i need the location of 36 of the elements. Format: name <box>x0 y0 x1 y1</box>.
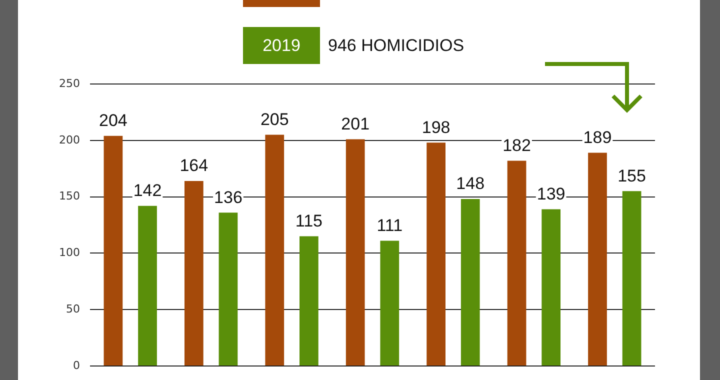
y-tick-label: 100 <box>59 246 80 260</box>
y-tick-label: 50 <box>66 302 80 316</box>
bar <box>380 240 400 366</box>
bar <box>184 181 204 366</box>
bar <box>426 142 446 366</box>
bar <box>542 209 561 366</box>
bar <box>346 139 365 366</box>
data-label: 198 <box>422 118 450 137</box>
bar <box>460 199 480 366</box>
data-label: 148 <box>456 174 485 194</box>
text: 946 HOMICIDIOS <box>328 36 464 56</box>
text: 2019 <box>243 27 320 64</box>
y-tick-label: 0 <box>73 358 80 372</box>
data-label: 205 <box>260 110 289 129</box>
data-label: 139 <box>536 184 566 204</box>
y-tick-label: 250 <box>59 76 80 90</box>
bar <box>218 212 238 366</box>
bar <box>104 136 123 366</box>
data-label: 164 <box>180 156 208 176</box>
data-label: 155 <box>618 166 646 186</box>
data-label: 111 <box>376 216 403 235</box>
data-label: 115 <box>295 211 322 230</box>
bar <box>138 206 157 366</box>
data-label: 182 <box>502 136 531 155</box>
y-tick-label: 200 <box>59 133 80 146</box>
data-label: 189 <box>583 128 612 147</box>
bar <box>622 191 642 366</box>
data-label: 204 <box>99 111 128 130</box>
y-tick-label: 150 <box>59 190 80 203</box>
data-label: 136 <box>214 188 242 207</box>
data-label: 201 <box>341 114 370 134</box>
bar <box>588 152 607 366</box>
bar <box>265 134 284 366</box>
bar <box>300 236 318 366</box>
bar <box>507 160 526 366</box>
data-label: 142 <box>133 181 162 200</box>
